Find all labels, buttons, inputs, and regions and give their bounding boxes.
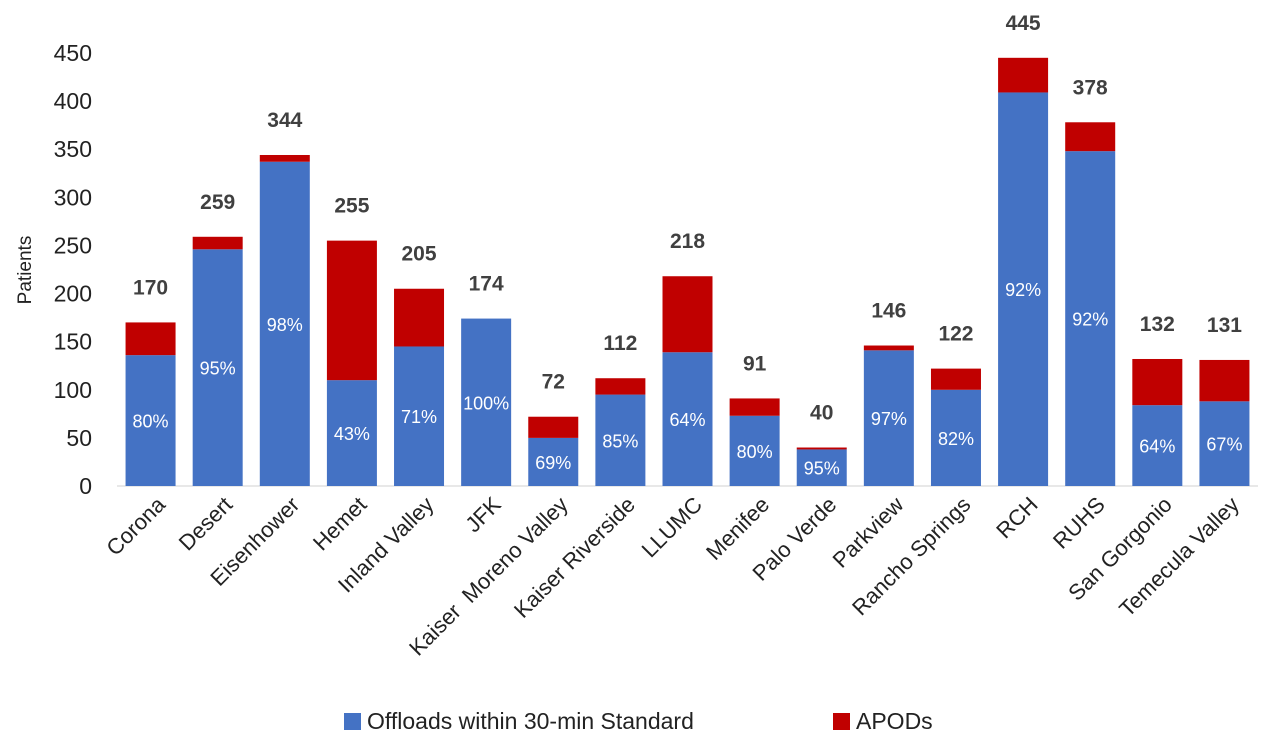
legend-item-offloads: Offloads within 30-min Standard bbox=[344, 708, 694, 735]
bar-offloads bbox=[192, 249, 243, 486]
percent-label: 69% bbox=[535, 453, 571, 473]
legend-swatch-apods bbox=[833, 713, 850, 730]
percent-label: 43% bbox=[334, 424, 370, 444]
percent-label: 64% bbox=[1139, 437, 1175, 457]
total-label: 378 bbox=[1073, 76, 1108, 99]
x-tick-label: LLUMC bbox=[637, 492, 707, 562]
total-label: 445 bbox=[1006, 12, 1041, 35]
bar-offloads bbox=[259, 161, 310, 486]
percent-label: 97% bbox=[871, 409, 907, 429]
total-label: 131 bbox=[1207, 314, 1242, 337]
x-tick-label: RUHS bbox=[1048, 492, 1110, 554]
y-tick-label: 300 bbox=[54, 184, 92, 210]
legend: Offloads within 30-min Standard APODs bbox=[0, 708, 1261, 736]
bar-offloads bbox=[125, 355, 176, 486]
bar-apods bbox=[662, 276, 713, 353]
bar-apods bbox=[259, 154, 310, 162]
total-label: 174 bbox=[469, 273, 504, 296]
bar-apods bbox=[528, 416, 579, 438]
percent-label: 95% bbox=[804, 459, 840, 479]
bar-offloads bbox=[863, 350, 914, 486]
total-label: 91 bbox=[743, 352, 767, 375]
bar-apods bbox=[863, 345, 914, 351]
bar-offloads bbox=[461, 318, 512, 486]
percent-label: 80% bbox=[737, 442, 773, 462]
percent-label: 85% bbox=[602, 431, 638, 451]
percent-label: 100% bbox=[463, 393, 509, 413]
total-label: 259 bbox=[200, 191, 235, 214]
y-tick-label: 100 bbox=[54, 377, 92, 403]
total-label: 255 bbox=[334, 195, 369, 218]
total-label: 122 bbox=[938, 323, 973, 346]
y-axis-label: Patients bbox=[15, 236, 36, 305]
x-tick-label: Corona bbox=[101, 491, 170, 560]
bar-offloads bbox=[930, 389, 981, 486]
percent-label: 95% bbox=[200, 359, 236, 379]
y-tick-label: 350 bbox=[54, 136, 92, 162]
percent-label: 64% bbox=[669, 410, 705, 430]
total-label: 344 bbox=[267, 109, 302, 132]
bar-apods bbox=[192, 236, 243, 250]
bar-offloads bbox=[796, 449, 847, 486]
bar-offloads bbox=[326, 380, 377, 486]
legend-label-apods: APODs bbox=[856, 708, 933, 734]
bar-offloads bbox=[394, 346, 445, 486]
x-tick-label: Kaiser Riverside bbox=[509, 492, 640, 623]
y-tick-label: 250 bbox=[54, 232, 92, 258]
legend-label-offloads: Offloads within 30-min Standard bbox=[367, 708, 694, 734]
bar-apods bbox=[595, 378, 646, 395]
bars bbox=[125, 57, 1250, 486]
legend-swatch-offloads bbox=[344, 713, 361, 730]
bar-apods bbox=[796, 447, 847, 450]
bar-offloads bbox=[528, 437, 579, 486]
total-label: 40 bbox=[810, 402, 833, 425]
x-tick-label: Rancho Springs bbox=[847, 492, 975, 620]
total-label: 146 bbox=[871, 300, 906, 323]
bar-apods bbox=[729, 398, 780, 416]
x-tick-label: Desert bbox=[174, 492, 237, 555]
x-tick-label: Hemet bbox=[308, 492, 371, 555]
percent-label: 71% bbox=[401, 407, 437, 427]
bar-offloads bbox=[595, 394, 646, 486]
stacked-bar-chart: Patients 0 50 100 150 200 250 300 350 400 450 170… bbox=[15, 12, 1258, 661]
bar-offloads bbox=[998, 92, 1049, 486]
bar-apods bbox=[326, 240, 377, 381]
bar-offloads bbox=[1065, 151, 1116, 486]
legend-item-apods: APODs bbox=[833, 708, 933, 735]
y-tick-label: 200 bbox=[54, 281, 92, 307]
bar-apods bbox=[1199, 359, 1250, 402]
bar-offloads bbox=[662, 352, 713, 486]
bar-apods bbox=[998, 57, 1049, 93]
bar-offloads bbox=[729, 415, 780, 486]
percent-label: 92% bbox=[1005, 280, 1041, 300]
bar-offloads bbox=[1199, 401, 1250, 486]
total-label: 112 bbox=[603, 332, 637, 355]
y-tick-label: 450 bbox=[54, 40, 92, 66]
bar-apods bbox=[930, 368, 981, 390]
y-tick-label: 0 bbox=[79, 473, 92, 499]
y-tick-label: 150 bbox=[54, 329, 92, 355]
percent-label: 82% bbox=[938, 429, 974, 449]
data-labels: 170 80% 259 95% 344 98% 255 43% 205 71% 174 100% 72 6… bbox=[133, 12, 1243, 479]
percent-label: 80% bbox=[133, 412, 169, 432]
bar-apods bbox=[125, 322, 176, 356]
x-tick-label: Temecula Valley bbox=[1114, 492, 1244, 622]
y-tick-label: 400 bbox=[54, 88, 92, 114]
bar-apods bbox=[1132, 358, 1183, 406]
bar-apods bbox=[1065, 122, 1116, 152]
percent-label: 98% bbox=[267, 315, 303, 335]
total-label: 132 bbox=[1140, 313, 1175, 336]
total-label: 218 bbox=[670, 230, 705, 253]
x-tick-label: JFK bbox=[460, 492, 506, 538]
percent-label: 67% bbox=[1206, 435, 1242, 455]
total-label: 205 bbox=[402, 243, 437, 266]
percent-label: 92% bbox=[1072, 310, 1108, 330]
y-tick-label: 50 bbox=[66, 425, 92, 451]
bar-apods bbox=[394, 288, 445, 347]
total-label: 170 bbox=[133, 276, 168, 299]
x-tick-label: RCH bbox=[991, 492, 1042, 543]
total-label: 72 bbox=[542, 371, 565, 394]
bar-offloads bbox=[1132, 405, 1183, 486]
